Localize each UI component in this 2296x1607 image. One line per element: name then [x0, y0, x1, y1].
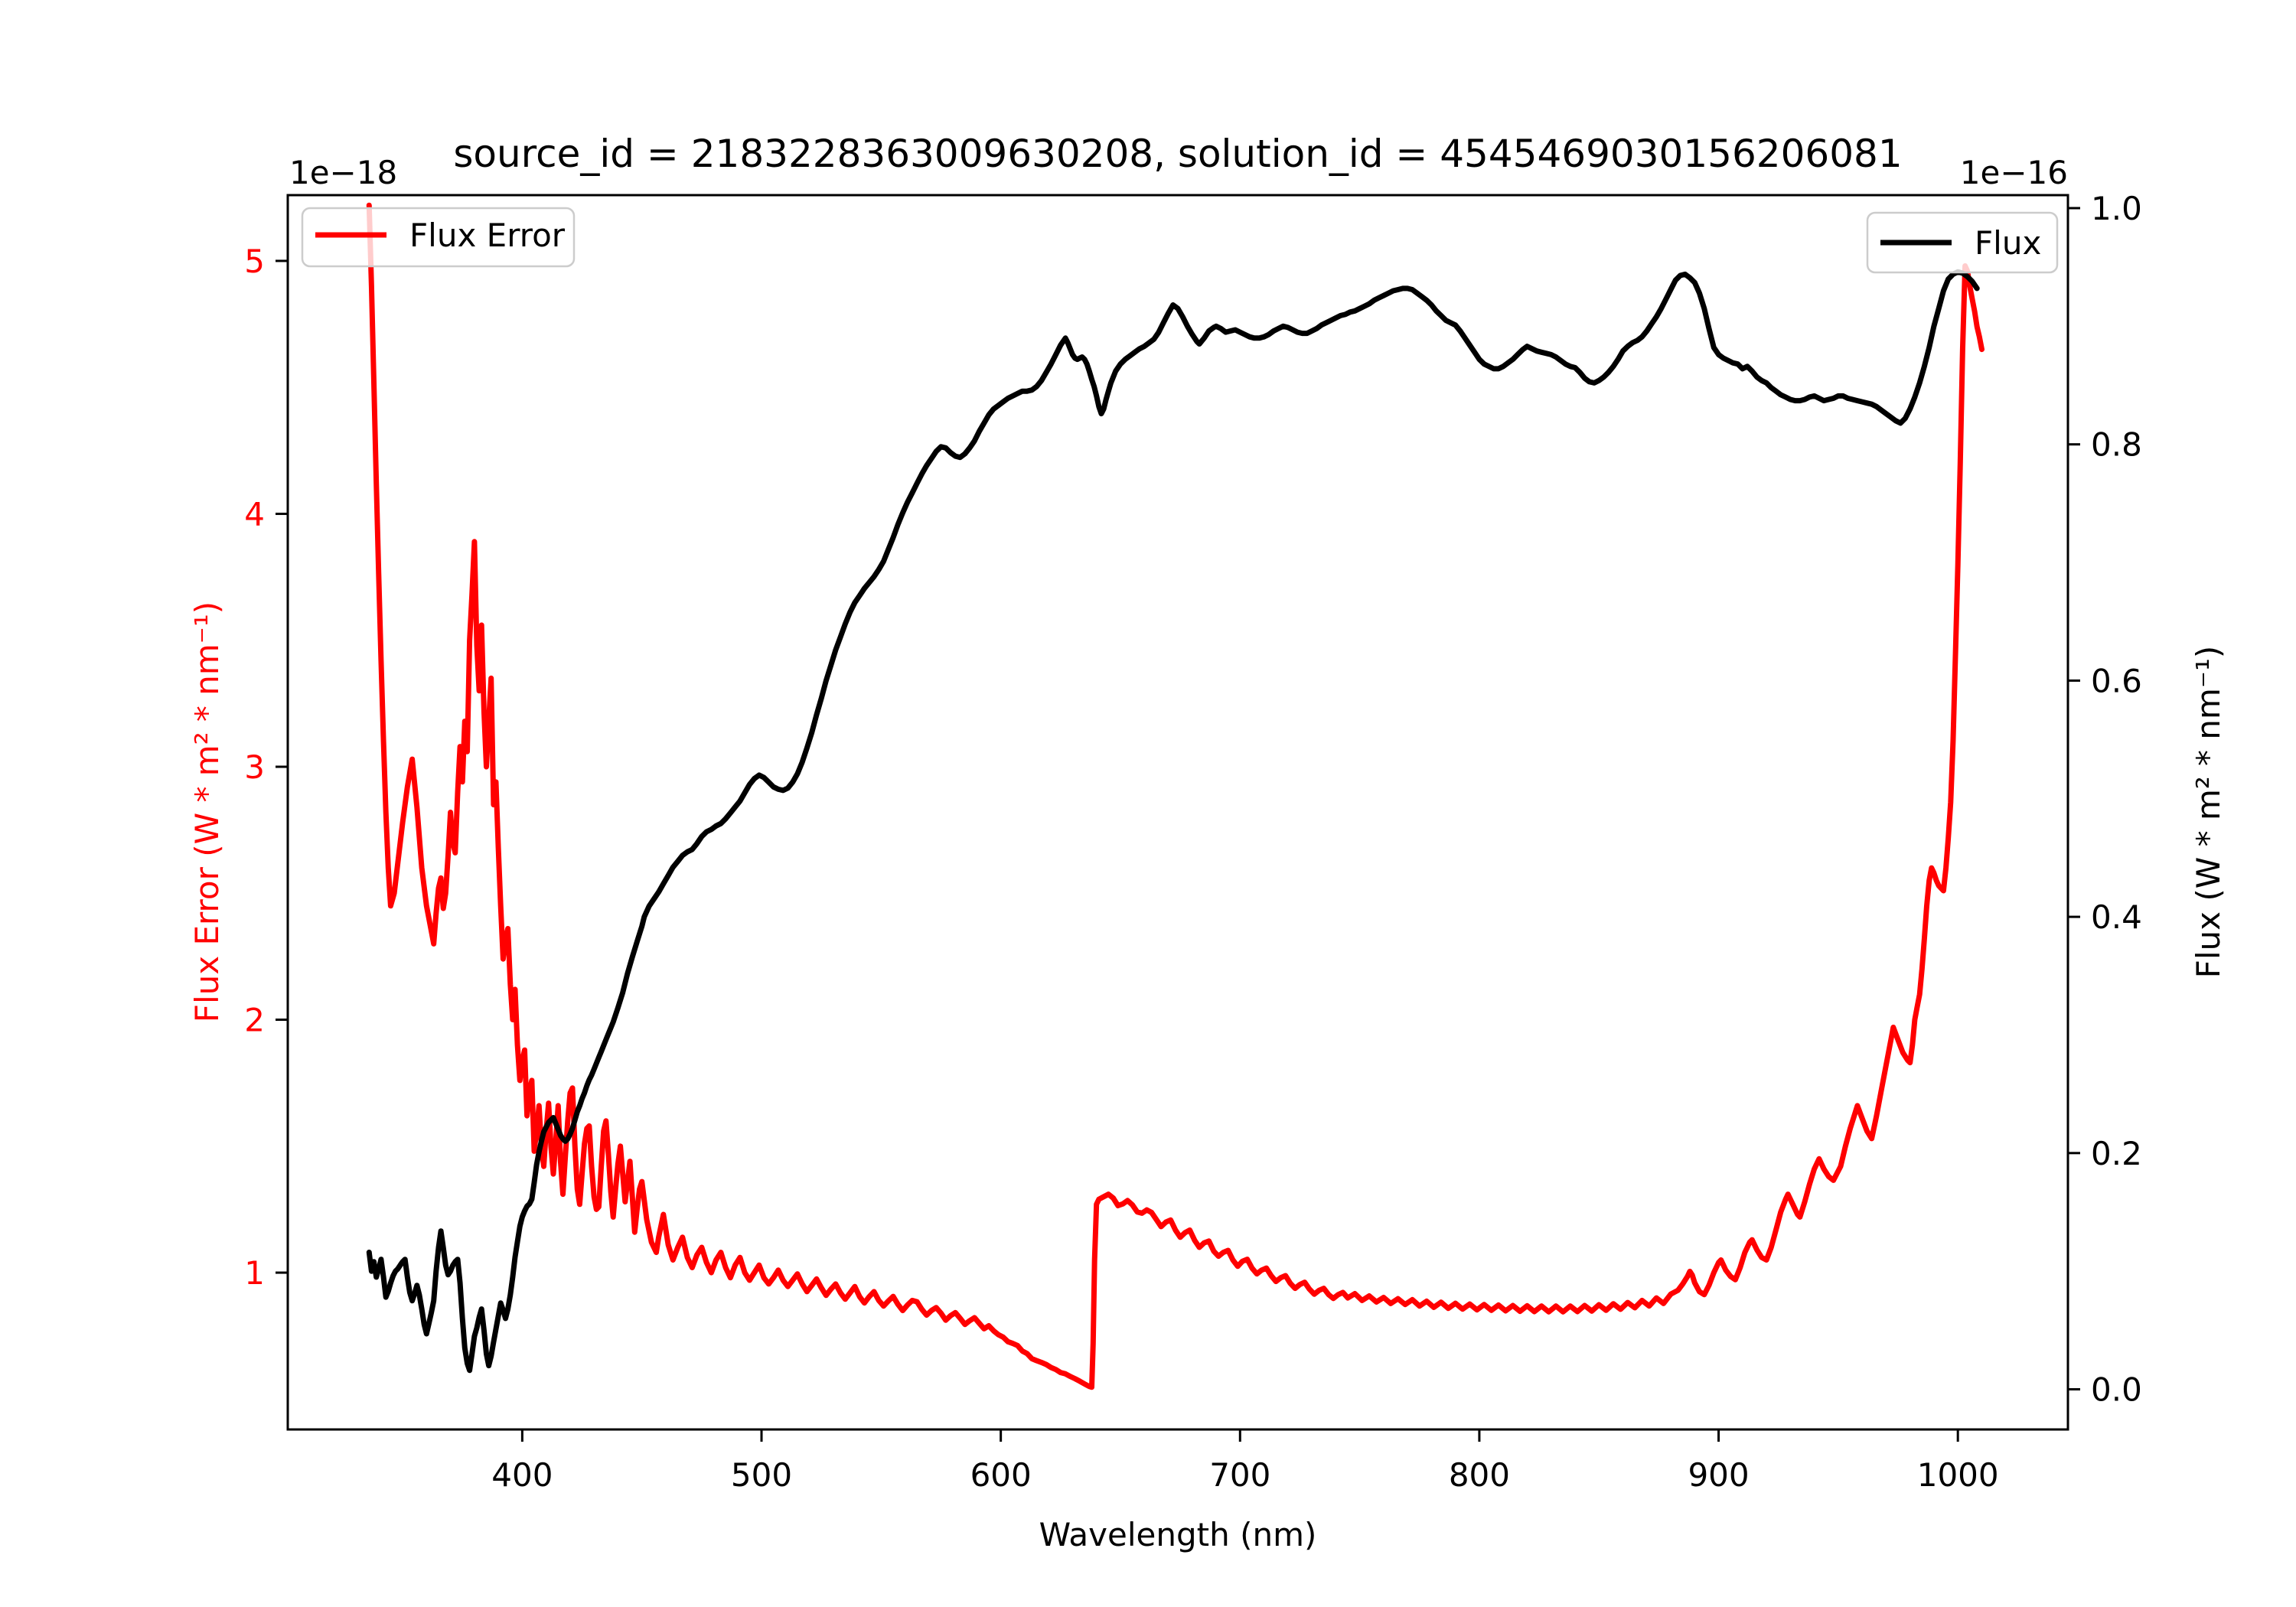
left-tick-label: 5	[244, 243, 265, 280]
x-axis-label: Wavelength (nm)	[1039, 1516, 1317, 1553]
legend-flux-label: Flux	[1975, 224, 2041, 262]
right-axis-offset-text: 1e−16	[1960, 154, 2068, 191]
flux-error-line	[366, 202, 1985, 1390]
ticks-layer: 400 500 600 700 800 900 1000 1 2 3 4 5 0.0 0.2 0.4 0.6 0…	[244, 190, 2142, 1494]
x-tick-label: 500	[731, 1456, 792, 1494]
left-tick-label: 1	[244, 1254, 265, 1292]
flux-line	[366, 269, 1980, 1374]
left-tick-label: 4	[244, 495, 265, 533]
chart-title: source_id = 2183228363009630208, solutio…	[453, 132, 1902, 176]
right-tick-label: 0.4	[2091, 898, 2142, 936]
x-tick-label: 1000	[1917, 1456, 1999, 1494]
legend-flux-error: Flux Error	[301, 207, 576, 268]
x-tick-label: 700	[1209, 1456, 1270, 1494]
x-tick-label: 400	[491, 1456, 553, 1494]
right-tick-label: 0.2	[2091, 1135, 2142, 1172]
right-tick-label: 0.6	[2091, 662, 2142, 699]
plot-area	[288, 195, 2068, 1429]
series-layer	[366, 202, 1985, 1390]
x-tick-label: 800	[1449, 1456, 1510, 1494]
legend-flux-box	[1866, 211, 2059, 274]
left-tick-label: 3	[244, 748, 265, 786]
left-y-axis-label: Flux Error (W * m² * nm⁻¹)	[188, 601, 226, 1022]
right-tick-label: 0.8	[2091, 426, 2142, 464]
right-tick-label: 1.0	[2091, 190, 2142, 227]
plot-frame	[286, 194, 2069, 1431]
right-y-axis-label: Flux (W * m² * nm⁻¹)	[2190, 646, 2227, 979]
x-tick-label: 900	[1688, 1456, 1749, 1494]
left-axis-offset-text: 1e−18	[289, 154, 397, 191]
legend-flux-error-label: Flux Error	[409, 217, 566, 254]
right-tick-label: 0.0	[2091, 1371, 2142, 1409]
legend-flux: Flux	[1866, 211, 2059, 274]
legend-flux-error-box	[301, 207, 576, 268]
left-tick-label: 2	[244, 1002, 265, 1039]
x-tick-label: 600	[970, 1456, 1032, 1494]
